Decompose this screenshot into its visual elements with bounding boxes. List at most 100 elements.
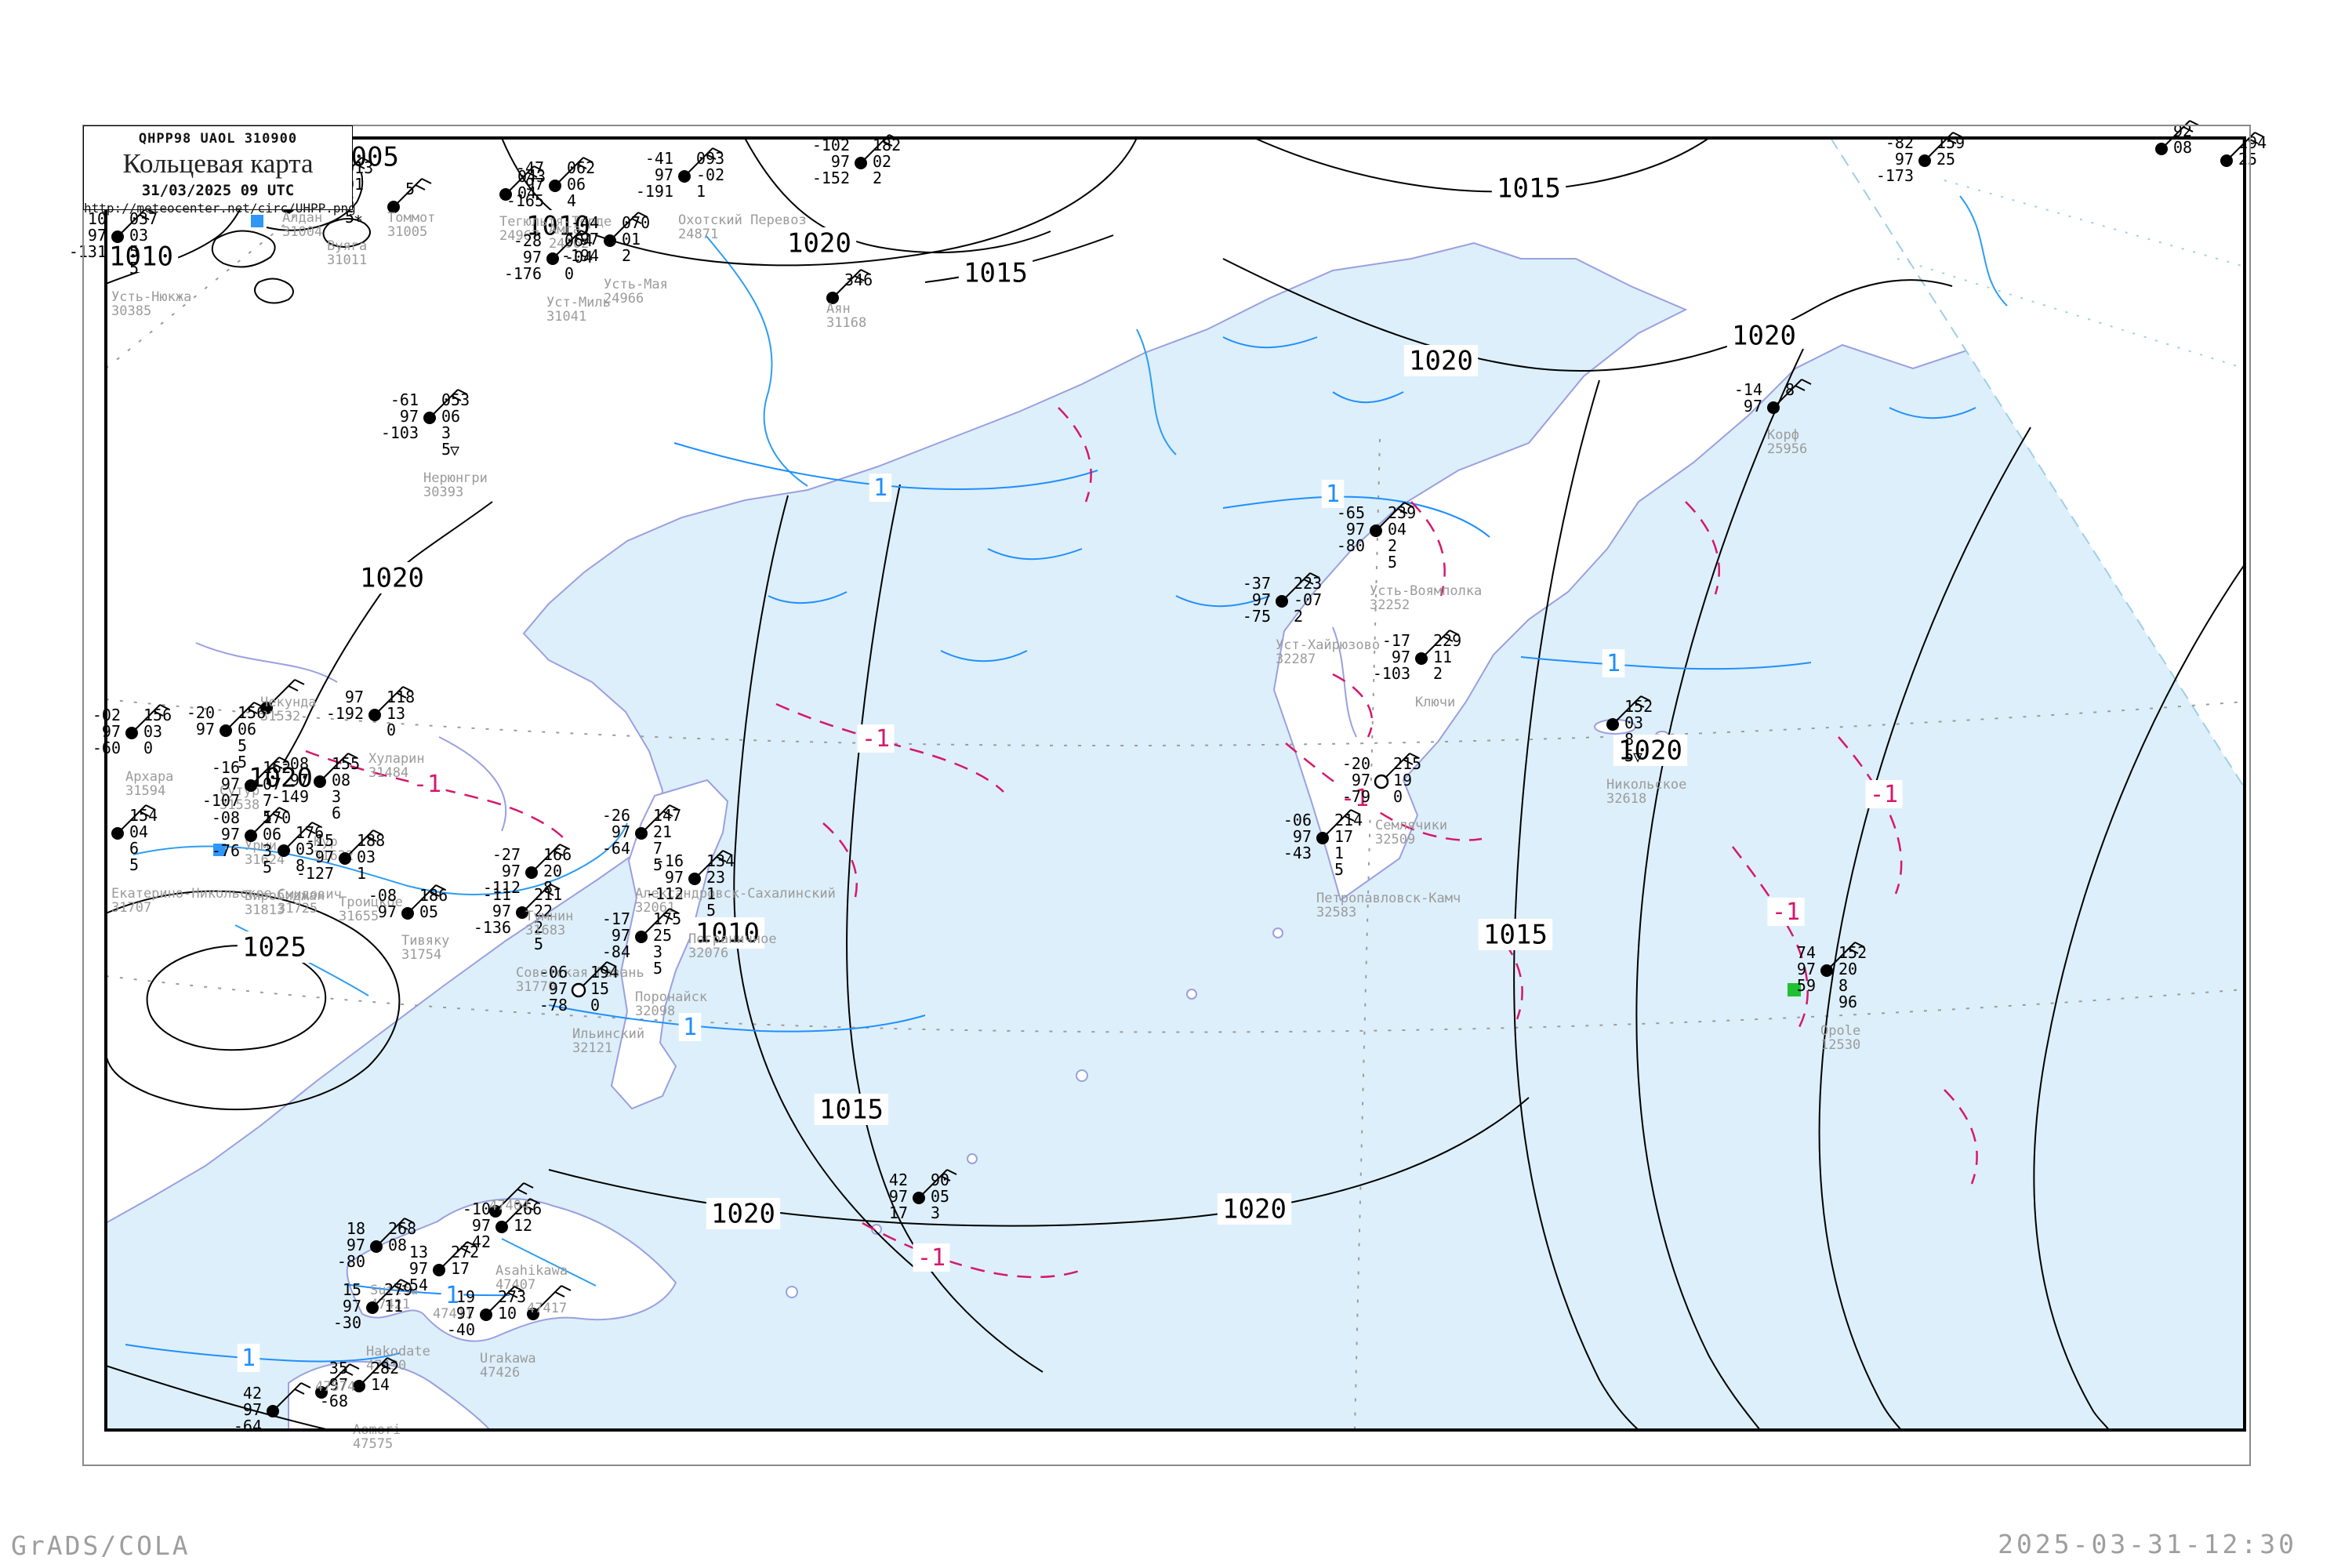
station-value-left: 97 — [378, 902, 397, 921]
wind-barb-icon — [832, 269, 871, 299]
station-value-right: 2 — [1294, 607, 1303, 626]
station-value-left: 42 — [889, 1171, 908, 1189]
isobar-label-layer: 1005101010151010102010151015102010201020… — [103, 141, 1903, 1372]
isobar-label-bg — [782, 227, 857, 259]
cloud-cover-icon — [245, 779, 257, 792]
wind-barb-icon — [266, 679, 305, 709]
station-value-left: 97 — [347, 1236, 365, 1254]
wind-barb-icon — [1421, 630, 1460, 659]
station-id: 30393 — [423, 485, 463, 500]
station-value-left: -173 — [1876, 166, 1914, 185]
station-value-right: 147 — [653, 806, 681, 825]
map-datetime: 31/03/2025 09 UTC — [141, 182, 295, 199]
station-value-left: -06 — [1283, 811, 1312, 829]
contour-label-text: -1 — [1772, 898, 1800, 926]
cloud-cover-icon — [1415, 652, 1428, 665]
wind-barb-icon — [225, 702, 264, 731]
station-id: 31004 — [282, 224, 322, 240]
cloud-cover-icon — [267, 1405, 279, 1417]
isobar-label: 1020 — [782, 227, 857, 260]
isobar-label: 1025 — [237, 931, 312, 964]
station-value-left: -80 — [1337, 536, 1365, 555]
station-value-left: 97 — [1797, 960, 1816, 978]
station-id: 31011 — [327, 252, 367, 268]
station-value-left: 97 — [88, 226, 107, 245]
station-value-right: 5 — [263, 858, 272, 877]
wind-barb-icon — [918, 1169, 957, 1199]
station-value-right: 05 — [931, 1187, 949, 1206]
station-value-right: 19 — [1393, 771, 1412, 789]
wind-barb-icon — [393, 178, 432, 208]
station-value-right: 3 — [332, 787, 341, 806]
cloud-cover-icon — [314, 775, 326, 788]
isobar-label-bg — [1403, 345, 1479, 376]
map-url[interactable]: http://meteocenter.net/circ/UHPP.png — [84, 201, 356, 216]
station-value-right: 21 — [653, 822, 672, 841]
station-value-right: 346 — [844, 270, 873, 289]
map-title-box: QHPP98 UAOL 310900 Кольцевая карта 31/03… — [83, 125, 356, 216]
station-value-left: -127 — [296, 864, 334, 883]
wind-barb-icon — [376, 1218, 415, 1247]
station-value-right: 15 — [590, 979, 609, 998]
isobar-label: 1015 — [1478, 919, 1553, 951]
station-name: Александровск-Сахалинский — [635, 886, 836, 902]
station-value-right: 273 — [498, 1287, 526, 1306]
station-id: 30385 — [111, 303, 151, 319]
station-value-right: 8 — [543, 878, 553, 897]
station-name: Нерюнгри — [423, 470, 488, 486]
station-value-right: 03 — [357, 848, 376, 866]
cloud-cover-icon — [516, 906, 528, 919]
station-value-right: 154 — [129, 806, 158, 825]
isobar-1020-west — [264, 501, 493, 794]
station-value-left: 97 — [655, 165, 673, 184]
station-value-right: 06 — [263, 825, 281, 844]
contour-label-text: -1 — [413, 771, 441, 798]
wind-barb-icon — [485, 1286, 524, 1316]
isobar-label-text: 1015 — [1497, 173, 1561, 205]
wind-barb-icon — [131, 704, 170, 734]
isobar-1015-okhotsk — [846, 484, 1044, 1373]
cloud-cover-icon — [688, 873, 701, 885]
cloud-cover-icon — [111, 230, 124, 243]
station-value-right: 4 — [567, 191, 576, 210]
station-value-right: 152 — [1624, 697, 1653, 716]
station-value-left: -44 — [571, 213, 599, 232]
station-value-right: 5 — [534, 935, 543, 953]
station-value-left: 97 — [1895, 150, 1914, 169]
contour-label-bg — [857, 724, 895, 753]
isobar-1020-pacific — [1635, 348, 1804, 1430]
wind-barb-icon — [1375, 502, 1414, 532]
wind-barb-icon — [344, 829, 383, 859]
wind-barb-icon — [554, 157, 593, 187]
station-id: 47417 — [527, 1301, 567, 1316]
contour-label-text: 1 — [1326, 481, 1340, 508]
station-name: Корф — [1767, 427, 1799, 443]
station-value-right: 11 — [384, 1297, 403, 1316]
station-id: 31683 — [525, 923, 565, 938]
station-id: 31538 — [220, 797, 260, 813]
station-value-right: 5 — [653, 855, 662, 874]
station-value-left: 97 — [345, 688, 364, 706]
station-value-left: -75 — [1243, 607, 1271, 626]
station-value-right: 053 — [441, 390, 470, 409]
station-value-right: 0 — [143, 739, 153, 757]
wind-barb-icon — [694, 850, 733, 880]
station-id: 31594 — [125, 783, 165, 799]
station-value-left: -136 — [474, 918, 511, 937]
contour-label: -1 — [857, 724, 895, 753]
station-value-left: -65 — [1337, 503, 1365, 522]
station-value-right: 2 — [873, 169, 882, 187]
station-value-right: 229 — [1433, 631, 1461, 650]
station-id: 24967 — [499, 228, 539, 244]
contour-label-bg — [1767, 898, 1805, 926]
station-value-left: -47 — [516, 158, 544, 177]
station-value-left: 97 — [343, 1297, 361, 1316]
wind-barb-icon — [1322, 809, 1361, 839]
contour-label-text: 1 — [683, 1014, 697, 1041]
